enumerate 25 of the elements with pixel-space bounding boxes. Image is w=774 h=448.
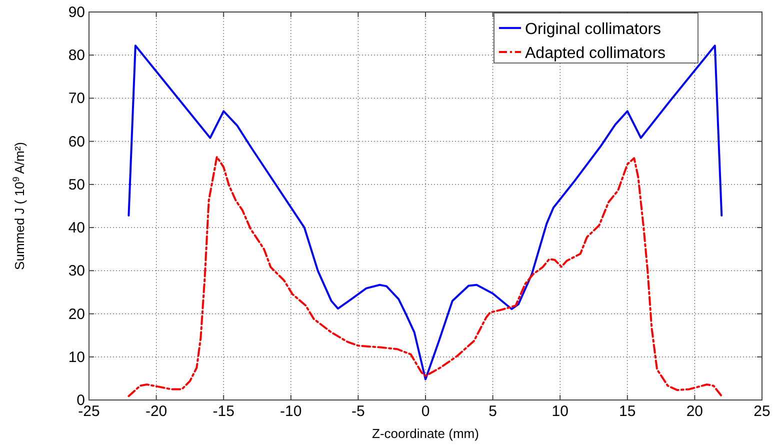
x-tick-label: 10	[552, 403, 568, 420]
y-tick-label: 50	[68, 176, 85, 194]
x-tick-label: 0	[421, 403, 430, 420]
y-tick-label: 60	[68, 133, 85, 150]
x-tick-label: 5	[488, 403, 497, 420]
y-tick-label: 40	[68, 220, 85, 237]
line-series	[128, 44, 723, 380]
y-tick-label: 10	[68, 348, 85, 366]
y-tick-label: 30	[68, 262, 85, 280]
x-tick-label: -15	[212, 403, 234, 420]
x-tick-label: -20	[145, 403, 168, 420]
y-tick-label: 70	[68, 90, 85, 108]
x-tick-label: -10	[280, 403, 302, 420]
legend-label: Adapted collimators	[525, 45, 666, 62]
y-tick-label: 0	[76, 392, 85, 409]
y-tick-label: 20	[68, 306, 85, 323]
legend-label: Original collimators	[525, 21, 662, 38]
y-tick-label: 90	[68, 4, 85, 21]
y-tick-label: 80	[68, 47, 85, 64]
x-axis-title: Z-coordinate (mm)	[372, 426, 479, 441]
line-series	[128, 156, 723, 398]
x-tick-label: 15	[619, 403, 636, 420]
x-tick-label: -5	[352, 403, 365, 420]
x-tick-label: 25	[754, 403, 770, 420]
x-tick-label: 20	[686, 403, 704, 420]
